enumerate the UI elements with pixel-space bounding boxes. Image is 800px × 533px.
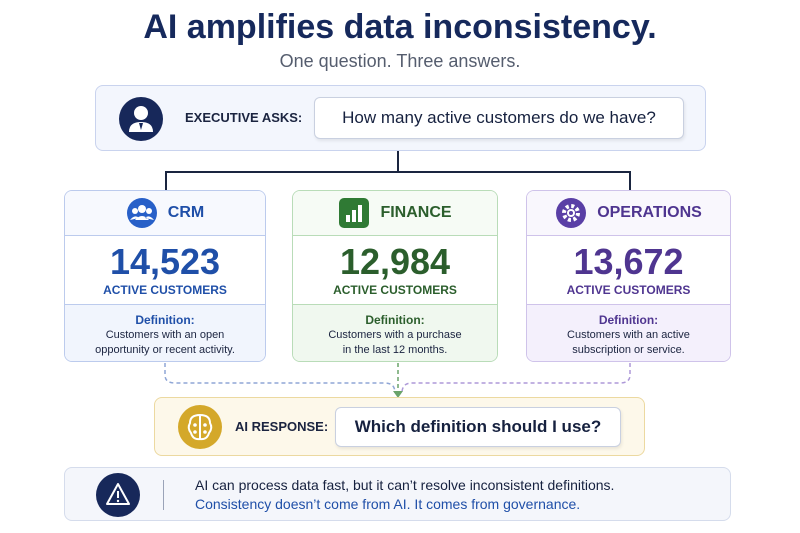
definition-line: Customers with a purchase	[328, 329, 462, 341]
card-metric: ACTIVE CUSTOMERS	[103, 283, 227, 297]
card-finance: FINANCE 12,984 ACTIVE CUSTOMERS Definiti…	[292, 190, 498, 362]
card-crm: CRM 14,523 ACTIVE CUSTOMERS Definition: …	[64, 190, 266, 362]
card-number: 14,523	[109, 241, 221, 282]
response-label: AI RESPONSE:	[235, 419, 329, 434]
question-label: EXECUTIVE ASKS:	[185, 110, 303, 125]
footer-line: AI can process data fast, but it can’t r…	[195, 477, 615, 493]
card-name: CRM	[167, 204, 205, 221]
card-definition: Definition: Customers with a purchase in…	[293, 304, 497, 361]
subtitle: One question. Three answers.	[279, 51, 521, 71]
card-definition: Definition: Customers with an open oppor…	[65, 304, 265, 361]
footer-line: Consistency doesn’t come from AI. It com…	[195, 496, 581, 512]
connector	[165, 151, 631, 190]
dashed-flow	[401, 363, 631, 394]
crm-icon	[126, 198, 157, 228]
separator	[163, 480, 164, 510]
card-operations: OPERATIONS 13,672 ACTIVE CUSTOMERS Defin…	[526, 190, 731, 362]
definition-label: Definition:	[598, 313, 659, 327]
card-header: OPERATIONS	[527, 191, 730, 236]
card-header: CRM	[65, 191, 265, 236]
question-panel: EXECUTIVE ASKS: How many active customer…	[95, 85, 706, 151]
card-name: FINANCE	[380, 204, 452, 221]
definition-label: Definition:	[135, 313, 195, 327]
definition-label: Definition:	[365, 313, 425, 327]
card-header: FINANCE	[293, 191, 497, 236]
definition-line: Customers with an active	[567, 329, 690, 341]
definition-line: in the last 12 months.	[342, 344, 448, 356]
operations-icon	[556, 198, 587, 228]
title: AI amplifies data inconsistency.	[143, 8, 657, 46]
card-definition: Definition: Customers with an active sub…	[527, 304, 730, 361]
warning-icon	[96, 473, 140, 517]
ai-icon	[178, 405, 222, 449]
definition-line: subscription or service.	[572, 344, 685, 356]
executive-icon	[119, 97, 163, 141]
card-metric: ACTIVE CUSTOMERS	[566, 283, 691, 297]
card-name: OPERATIONS	[597, 204, 702, 221]
dashed-flow	[164, 363, 396, 394]
definition-line: opportunity or recent activity.	[95, 344, 235, 356]
finance-icon	[339, 198, 370, 228]
footer-panel: AI can process data fast, but it can’t r…	[64, 467, 731, 521]
card-number: 13,672	[573, 241, 684, 282]
response-bubble: Which definition should I use?	[335, 407, 621, 447]
definition-line: Customers with an open	[105, 329, 225, 341]
arrowhead	[393, 391, 403, 398]
question-bubble: How many active customers do we have?	[314, 97, 684, 139]
card-number: 12,984	[339, 241, 451, 282]
card-metric: ACTIVE CUSTOMERS	[333, 283, 457, 297]
response-panel: AI RESPONSE: Which definition should I u…	[154, 397, 645, 456]
